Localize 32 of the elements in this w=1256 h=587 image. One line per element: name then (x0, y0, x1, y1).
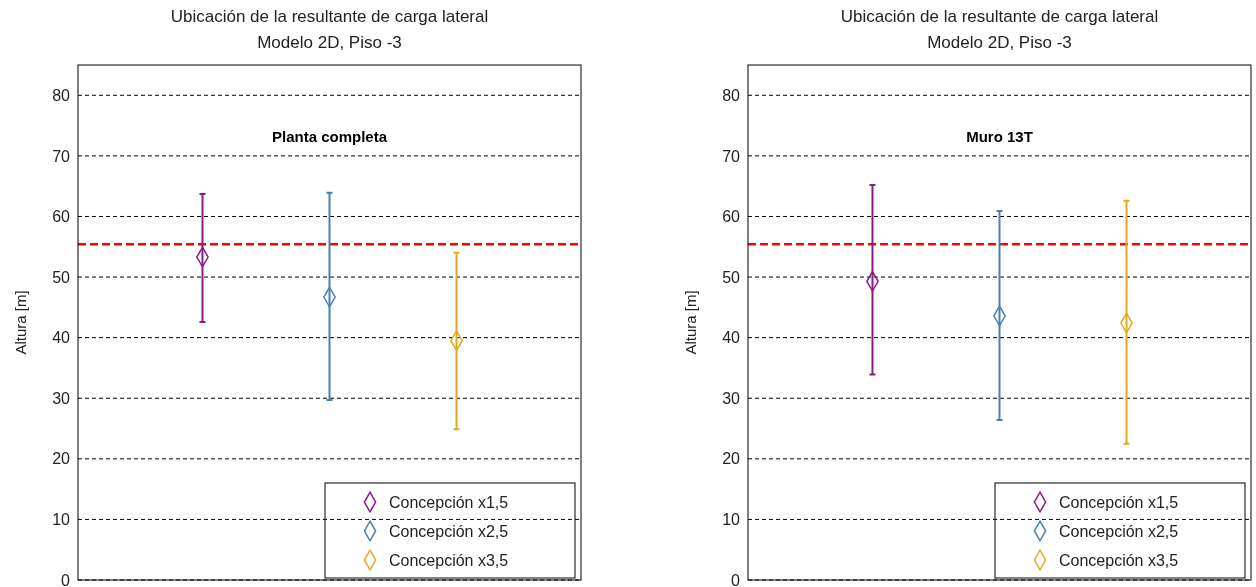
y-tick-label: 70 (52, 147, 71, 165)
y-tick-label: 60 (52, 208, 71, 226)
y-tick-label: 20 (722, 450, 741, 468)
y-tick-label: 20 (52, 450, 71, 468)
annotation: Muro 13T (966, 128, 1033, 146)
y-tick-label: 50 (52, 268, 71, 286)
chart-subtitle: Modelo 2D, Piso -3 (927, 33, 1072, 52)
y-tick-label: 0 (731, 571, 741, 587)
legend-label: Concepción x2,5 (1059, 523, 1179, 540)
y-tick-label: 70 (722, 147, 741, 165)
chart-subtitle: Modelo 2D, Piso -3 (257, 33, 402, 52)
legend-label: Concepción x3,5 (1059, 552, 1179, 569)
annotation: Planta completa (271, 128, 388, 146)
legend-label: Concepción x1,5 (1059, 494, 1179, 511)
y-tick-label: 60 (722, 208, 741, 226)
y-tick-label: 40 (722, 329, 741, 347)
legend-label: Concepción x1,5 (389, 494, 509, 511)
y-tick-label: 10 (722, 511, 741, 529)
y-axis-title: Altura [m] (12, 290, 29, 355)
y-axis-title: Altura [m] (682, 290, 699, 355)
y-tick-label: 10 (52, 511, 71, 529)
y-tick-label: 0 (61, 571, 71, 587)
chart-title: Ubicación de la resultante de carga lateral (170, 7, 489, 26)
legend-label: Concepción x2,5 (389, 523, 509, 540)
legend-label: Concepción x3,5 (389, 552, 509, 569)
y-tick-label: 30 (52, 389, 71, 407)
y-tick-label: 30 (722, 389, 741, 407)
y-tick-label: 80 (722, 86, 741, 104)
chart-title: Ubicación de la resultante de carga lateral (840, 7, 1159, 26)
y-tick-label: 50 (722, 268, 741, 286)
y-tick-label: 40 (52, 329, 71, 347)
y-tick-label: 80 (52, 86, 71, 104)
